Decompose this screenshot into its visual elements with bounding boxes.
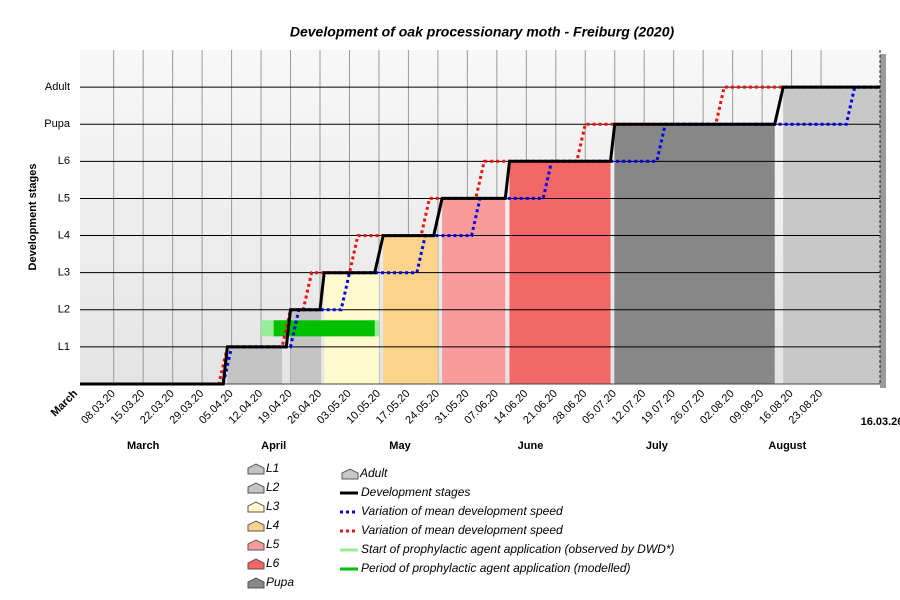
month-label: June bbox=[518, 440, 544, 452]
legend-icon bbox=[247, 558, 265, 570]
legend-label: L5 bbox=[266, 537, 280, 551]
legend-icon bbox=[341, 468, 359, 480]
legend-label: Development stages bbox=[361, 485, 470, 499]
legend-icon bbox=[247, 520, 265, 532]
legend-icon bbox=[247, 482, 265, 494]
legend-icon bbox=[247, 501, 265, 513]
y-tick-label: L6 bbox=[58, 155, 70, 167]
month-label: May bbox=[389, 440, 411, 452]
y-tick-label: L4 bbox=[58, 229, 70, 241]
y-tick-label: L5 bbox=[58, 192, 70, 204]
legend-label: Start of prophylactic agent application … bbox=[361, 542, 674, 556]
legend-label: Period of prophylactic agent application… bbox=[361, 561, 631, 575]
y-tick-label: L3 bbox=[58, 267, 70, 279]
y-tick-label: L1 bbox=[58, 341, 70, 353]
legend-icon bbox=[247, 577, 265, 589]
period-bar bbox=[273, 320, 375, 337]
y-tick-label: Adult bbox=[45, 81, 70, 93]
legend-label: L1 bbox=[266, 461, 279, 475]
chart-title: Development of oak processionary moth - … bbox=[290, 24, 675, 40]
legend-label: L3 bbox=[266, 499, 280, 513]
x-start-label: March bbox=[49, 387, 81, 419]
y-tick-label: Pupa bbox=[44, 118, 71, 130]
legend-label: Variation of mean development speed bbox=[361, 504, 563, 518]
month-label: April bbox=[261, 440, 286, 452]
legend-icon bbox=[247, 463, 265, 475]
plot-shadow bbox=[880, 54, 886, 388]
y-axis-label: Development stages bbox=[27, 164, 39, 271]
legend-label: Variation of mean development speed bbox=[361, 523, 563, 537]
month-label: July bbox=[646, 440, 669, 452]
legend-label: L6 bbox=[266, 556, 280, 570]
month-label: August bbox=[768, 440, 806, 452]
legend-label: L2 bbox=[266, 480, 280, 494]
series-line bbox=[80, 85, 880, 386]
stage-area bbox=[227, 346, 283, 384]
legend-label: Adult bbox=[359, 466, 388, 480]
legend-label: L4 bbox=[266, 518, 280, 532]
y-tick-label: L2 bbox=[58, 304, 70, 316]
stage-area bbox=[442, 198, 506, 384]
legend-label: Pupa bbox=[266, 575, 294, 589]
month-label: March bbox=[127, 440, 160, 452]
x-end-label: 16.03.26 bbox=[861, 416, 900, 428]
legend-icon bbox=[247, 539, 265, 551]
stage-area bbox=[614, 124, 775, 384]
